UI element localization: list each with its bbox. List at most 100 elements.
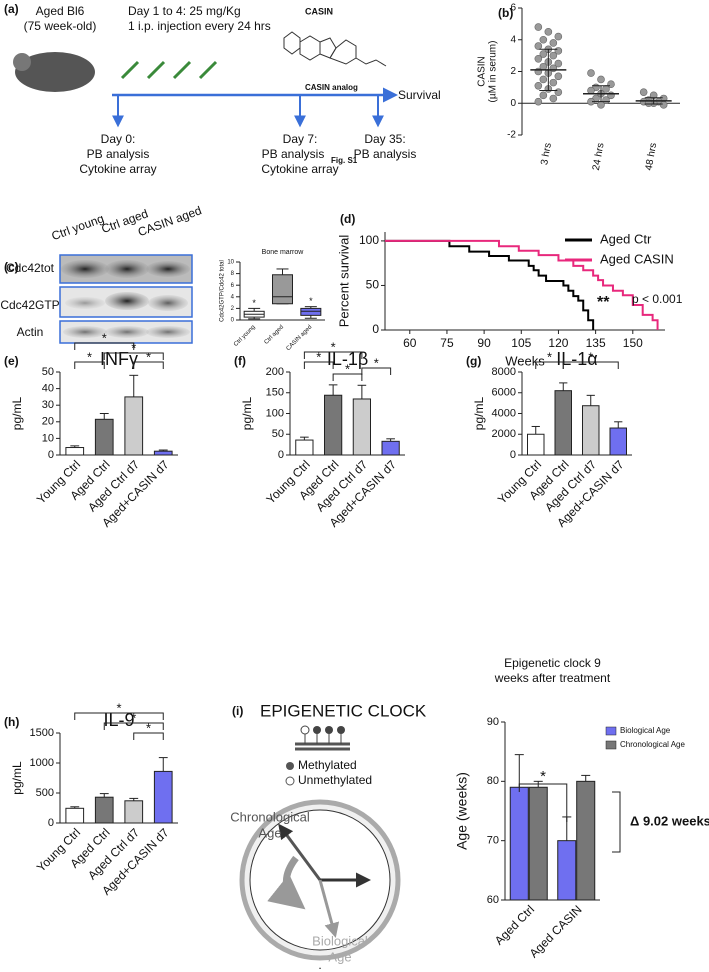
x-tick-label: 48 hrs: [644, 142, 660, 171]
legend-text: Biological Age: [620, 726, 671, 735]
x-tick-label: 150: [623, 336, 643, 350]
bar: [94, 796, 114, 824]
timepoint: PB analysis: [262, 147, 325, 161]
bar: [153, 450, 173, 456]
y-tick-label: 8000: [492, 366, 516, 378]
y-tick-label: 0: [372, 322, 379, 336]
chart-title: IL-9: [103, 710, 134, 730]
panel-label: (a): [4, 2, 19, 16]
bracket: [103, 352, 164, 360]
y-axis-label: (µM in serum): [488, 41, 499, 103]
mouse-label: Aged Bl6: [36, 4, 85, 18]
bar: [65, 447, 85, 456]
legend-text: Aged Ctr: [600, 231, 652, 246]
point: [587, 69, 595, 77]
y-tick-label: 4: [510, 34, 516, 45]
compound: CASIN: [305, 6, 333, 16]
x-tick-label: 135: [586, 336, 606, 350]
bracket: [332, 373, 363, 381]
bracket: [103, 722, 164, 730]
panel-label: (d): [340, 212, 355, 226]
significance: *: [588, 349, 593, 364]
hand-label: Chronological: [230, 809, 310, 824]
y-tick-label: 100: [359, 233, 379, 247]
survival-line: [385, 239, 659, 330]
legend-text: Methylated: [298, 758, 357, 772]
mouse-ear: [13, 53, 31, 71]
significance: *: [146, 720, 151, 735]
structure: [283, 31, 387, 67]
y-tick-label: 20: [42, 416, 54, 428]
significance: *: [146, 349, 151, 364]
bar: [124, 396, 144, 456]
y-tick-label: 2: [510, 66, 516, 77]
bracket: [133, 361, 164, 369]
y-tick-label: 10: [42, 432, 54, 444]
point: [534, 81, 543, 90]
y-axis-label: Percent survival: [336, 235, 351, 328]
bracket: [303, 361, 334, 369]
lane-label: CASIN aged: [136, 203, 203, 239]
y-tick-label: 30: [42, 399, 54, 411]
bar: [324, 394, 343, 456]
significance: *: [102, 330, 107, 345]
significance: *: [116, 700, 121, 715]
timepoint: Day 7:: [283, 132, 318, 146]
y-tick-label: 500: [36, 787, 54, 799]
point: [554, 72, 563, 81]
x-tick-label: Aged Ctrl: [492, 902, 537, 947]
point: [554, 88, 563, 96]
x-axis-label: Weeks: [505, 353, 545, 368]
panel-label: (f): [234, 354, 246, 368]
bar: [527, 433, 545, 456]
timeline-label: CASIN analog: [305, 83, 358, 92]
y-axis-label: CASIN: [477, 56, 488, 87]
panel-a: (a) Aged Bl6 (75 week-old) Day 1 to 4: 2…: [4, 2, 441, 176]
hand-label: Age: [258, 825, 281, 840]
y-tick-label: 50: [42, 366, 54, 378]
point: [539, 50, 548, 58]
legend-swatch: [605, 726, 617, 736]
lane-label: Ctrl young: [50, 211, 106, 243]
annotation: Δ 9.02 weeks: [630, 813, 709, 828]
bar: [352, 398, 371, 456]
chart-title: Bone marrow: [262, 249, 305, 256]
x-tick-label: 24 hrs: [591, 142, 607, 171]
bracket: [74, 712, 164, 720]
y-tick-label: 50: [272, 428, 284, 440]
bracket: [74, 342, 135, 350]
y-tick-label: -2: [507, 130, 516, 141]
row-label: Cdc42GTP: [0, 298, 59, 312]
point: [534, 23, 543, 31]
endpoint: Survival: [398, 88, 441, 102]
point: [549, 94, 558, 103]
point: [639, 88, 648, 96]
panel-c-blot: (c) Ctrl young Ctrl aged CASIN aged Cdc4…: [0, 203, 203, 344]
y-tick-label: 2000: [492, 428, 516, 440]
point: [534, 54, 543, 63]
significance: *: [309, 296, 313, 306]
panel-label: (e): [4, 354, 19, 368]
y-tick-label: 150: [266, 387, 284, 399]
syringes: [120, 60, 218, 80]
timepoint: Day 0:: [101, 132, 136, 146]
y-tick-label: 2: [231, 306, 235, 312]
mouse-label: (75 week-old): [24, 19, 97, 33]
clock-hand: [278, 823, 322, 881]
y-tick-label: 0: [48, 449, 54, 461]
significance: *: [331, 339, 336, 354]
point: [539, 91, 548, 100]
point: [539, 75, 548, 84]
timepoint-arrows: [112, 95, 384, 128]
panel-label: (i): [232, 704, 243, 718]
annotation: p < 0.001: [632, 292, 683, 306]
significance: *: [316, 349, 321, 364]
y-axis-label: pg/mL: [10, 397, 24, 431]
point: [597, 101, 605, 109]
bar: [509, 786, 529, 901]
row-label: Actin: [17, 325, 44, 339]
bar: [381, 440, 400, 456]
panel-i-clock: (i) EPIGENETIC CLOCK Methylated Unmethyl…: [230, 701, 427, 972]
significance: *: [87, 349, 92, 364]
